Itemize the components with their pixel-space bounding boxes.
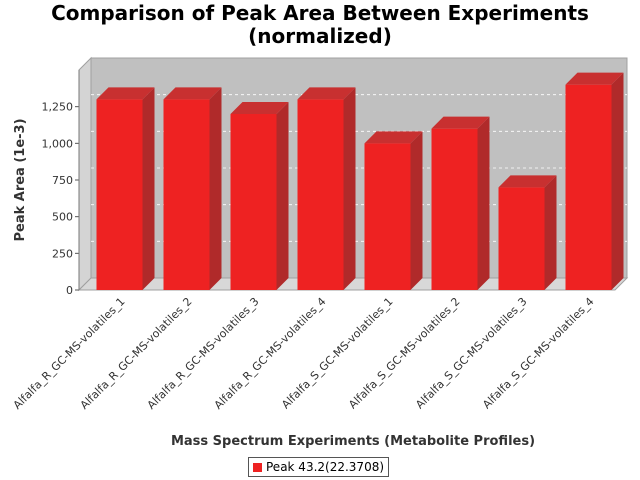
bar-side [209,87,222,290]
bar [498,175,557,290]
y-tick-label: 250 [52,247,73,260]
x-tick-label: Alfalfa_S_GC-MS-volatiles_4 [480,295,596,411]
bar-front [163,99,210,290]
bar [163,87,222,290]
bar-top [565,72,624,85]
x-tick-label: Alfalfa_R_GC-MS-volatiles_4 [212,295,329,412]
bar-front [431,128,478,290]
bar [96,87,155,290]
bar [297,87,356,290]
bar-side [410,131,423,290]
y-tick-label: 1,250 [42,101,74,114]
bar-front [565,84,612,291]
bar-top [498,175,557,188]
chart-title-line-1: Comparison of Peak Area Between Experime… [51,1,589,25]
bar-side [276,102,289,290]
x-tick-label: Alfalfa_R_GC-MS-volatiles_1 [11,295,128,412]
bar-side [544,175,557,290]
y-tick-label: 1,000 [42,137,74,150]
bar-front [230,114,277,290]
bar-top [364,131,423,144]
bar [230,102,289,290]
x-tick-label: Alfalfa_R_GC-MS-volatiles_3 [145,295,262,412]
legend-label: Peak 43.2(22.3708) [266,460,385,474]
bar-top [230,102,289,114]
bar-front [297,99,344,290]
y-tick-label: 750 [52,174,73,187]
bar [364,131,423,290]
bar-side [343,87,356,290]
bar-side [611,72,624,291]
legend: Peak 43.2(22.3708) [248,457,390,477]
y-tick-label: 0 [66,284,73,297]
y-tick-label: 500 [52,211,73,224]
bar-top [163,87,222,100]
chart-title: Comparison of Peak Area Between Experime… [0,2,640,48]
y-axis-title: Peak Area (1e-3) [13,118,28,241]
chart-title-line-2: (normalized) [248,24,392,48]
x-tick-label: Alfalfa_S_GC-MS-volatiles_2 [346,295,462,411]
bar-front [96,99,143,290]
bar [431,116,490,291]
x-tick-label: Alfalfa_S_GC-MS-volatiles_3 [413,295,529,411]
bar-side [477,116,490,291]
plot-side-wall [78,56,92,292]
x-axis-title: Mass Spectrum Experiments (Metabolite Pr… [171,434,535,449]
bar-top [297,87,356,100]
x-tick-label: Alfalfa_S_GC-MS-volatiles_1 [279,295,395,411]
x-tick-label: Alfalfa_R_GC-MS-volatiles_2 [78,295,195,412]
bar-side [142,87,155,290]
legend-swatch [253,462,262,472]
bar-front [498,187,545,290]
bar [565,72,624,291]
bar-top [431,116,490,129]
bar-front [364,143,411,290]
bar-top [96,87,155,100]
